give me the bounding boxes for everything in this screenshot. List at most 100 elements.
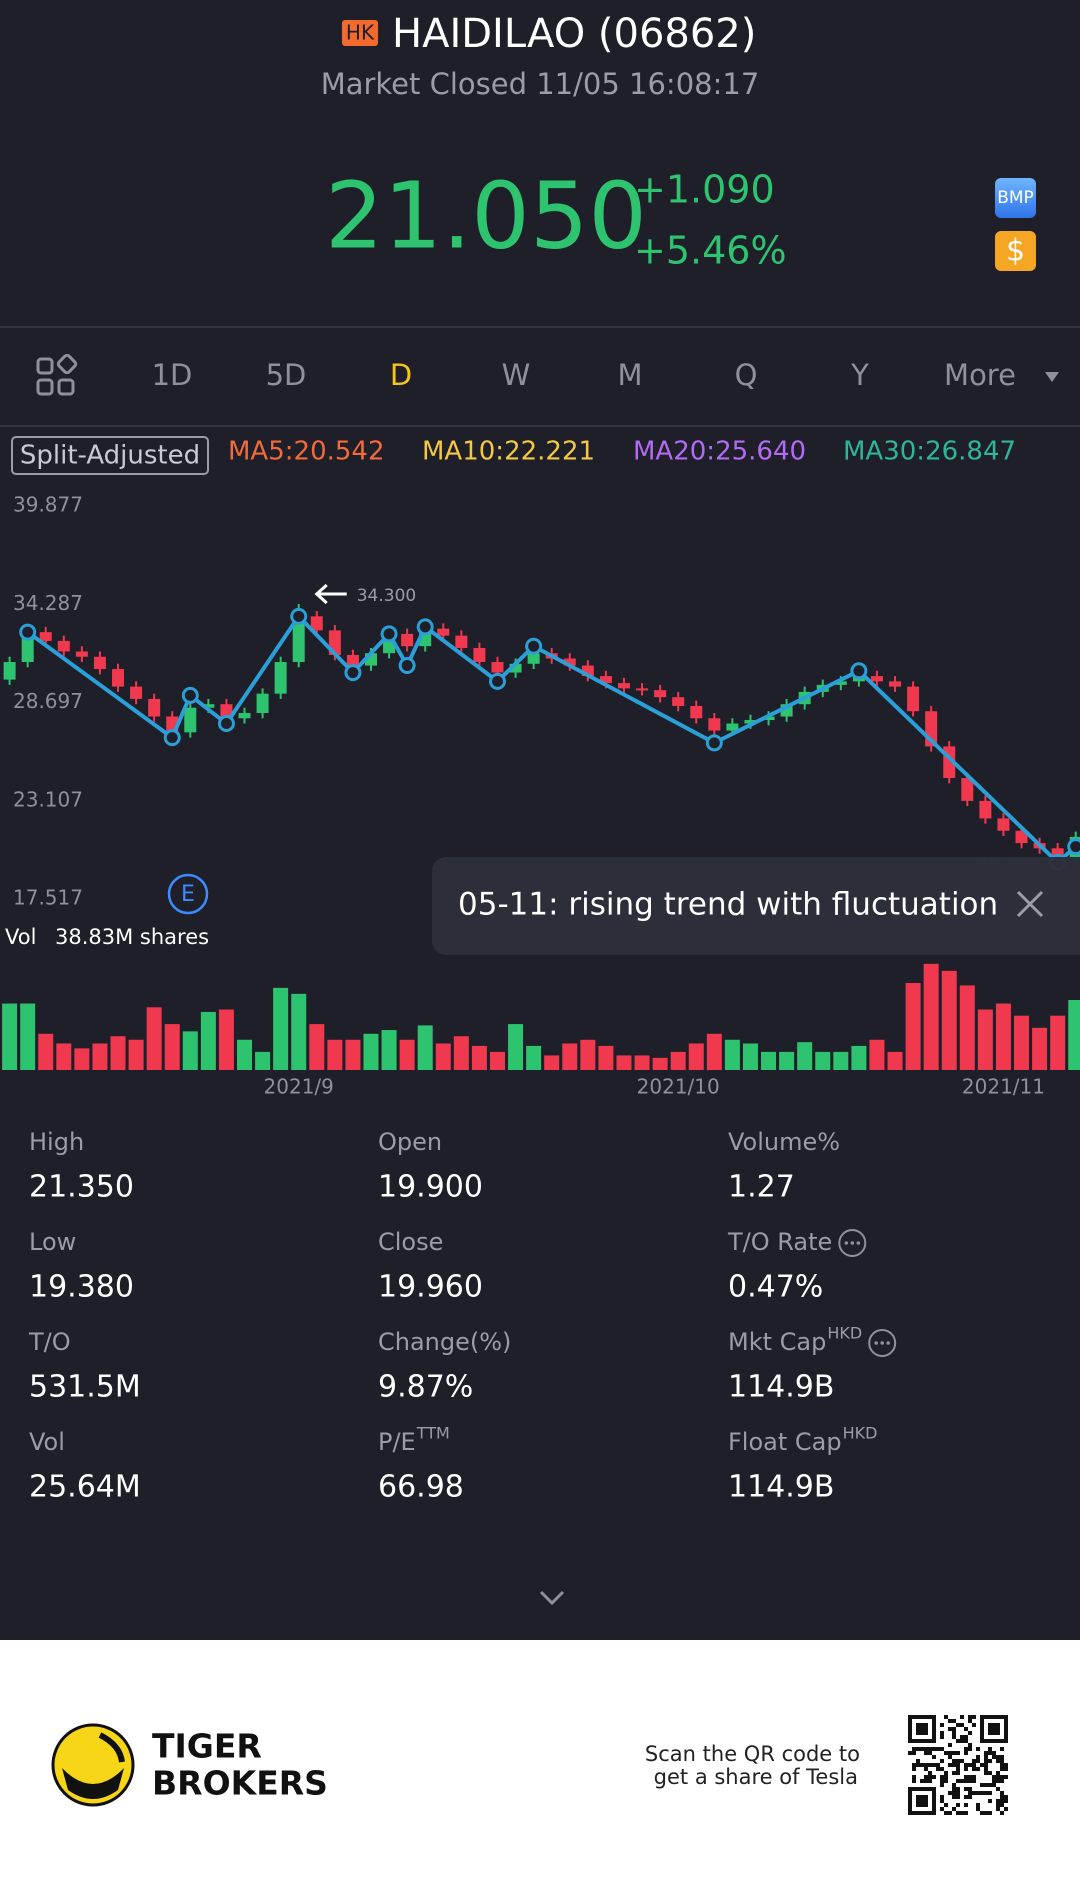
qr-module — [984, 1751, 988, 1755]
last-price: 21.050 — [325, 162, 647, 269]
qr-module — [1004, 1795, 1008, 1799]
candle-body — [870, 676, 883, 682]
expand-chevron[interactable] — [539, 1590, 565, 1606]
brand-name: BROKERS — [152, 1764, 328, 1803]
stat-label: Volume% — [728, 1128, 840, 1156]
volume-bar — [237, 1039, 253, 1070]
qr-module — [996, 1799, 1000, 1803]
dollar-icon[interactable] — [995, 231, 1036, 271]
qr-module — [968, 1731, 972, 1735]
period-tab[interactable]: 1D — [152, 358, 193, 392]
y-tick-label: 17.517 — [13, 886, 83, 910]
qr-module — [944, 1779, 948, 1783]
period-tab[interactable]: 5D — [266, 358, 307, 392]
candle-body — [509, 663, 522, 673]
volume-bar — [1050, 1015, 1066, 1070]
volume-bar — [146, 1007, 162, 1070]
candle-body — [581, 665, 594, 677]
more-arrow[interactable] — [1045, 372, 1059, 382]
qr-module — [964, 1739, 968, 1743]
candle-body — [57, 640, 70, 652]
volume-bar — [833, 1051, 849, 1070]
y-tick-label: 23.107 — [13, 787, 83, 811]
trend-point — [344, 664, 362, 682]
period-tab[interactable]: W — [502, 358, 531, 392]
qr-module — [940, 1775, 944, 1779]
qr-module — [1000, 1759, 1004, 1763]
footer-bg — [0, 1640, 1080, 1890]
qr-module — [1004, 1763, 1008, 1767]
qr-module — [928, 1771, 932, 1775]
qr-module — [964, 1767, 968, 1771]
qr-module — [948, 1751, 952, 1755]
qr-module — [972, 1767, 976, 1771]
volume-bar — [544, 1055, 560, 1070]
qr-module — [952, 1787, 956, 1791]
event-marker[interactable] — [167, 873, 209, 915]
volume-bar — [38, 1033, 54, 1070]
candle-body — [744, 720, 757, 724]
period-tab[interactable]: More — [944, 358, 1016, 392]
volume-bar — [634, 1055, 650, 1070]
adjust-box[interactable] — [11, 436, 209, 475]
candle-body — [455, 635, 468, 648]
qr-module — [948, 1755, 952, 1759]
qr-module — [996, 1787, 1000, 1791]
qr-module — [956, 1795, 960, 1799]
qr-module — [936, 1747, 940, 1751]
market-status: Market Closed 11/05 16:08:17 — [321, 67, 760, 101]
volume-bar — [435, 1043, 451, 1070]
volume-bar — [110, 1036, 126, 1070]
info-icon[interactable] — [868, 1329, 897, 1357]
qr-module — [944, 1811, 948, 1815]
tooltip-close[interactable] — [1016, 890, 1044, 918]
qr-finder — [916, 1723, 928, 1735]
qr-module — [932, 1755, 936, 1759]
candle-body — [75, 651, 88, 657]
candle-body — [93, 656, 106, 670]
qr-module — [968, 1719, 972, 1723]
qr-finder — [916, 1795, 928, 1807]
layout-icon[interactable] — [36, 353, 78, 396]
candle-body — [274, 662, 287, 694]
period-tab[interactable]: D — [390, 358, 412, 392]
qr-module — [944, 1775, 948, 1779]
qr-module — [976, 1791, 980, 1795]
qr-module — [984, 1767, 988, 1771]
volume-bar — [1068, 1000, 1080, 1070]
qr-module — [940, 1731, 944, 1735]
qr-module — [960, 1723, 964, 1727]
info-icon-dot — [880, 1341, 884, 1345]
qr-module — [988, 1791, 992, 1795]
price-change-pct: +5.46% — [634, 229, 787, 273]
stat-label-sup: HKD — [827, 1324, 862, 1343]
period-tab[interactable]: Q — [735, 358, 758, 392]
market-badge-text: HK — [346, 21, 375, 45]
period-tab[interactable]: M — [617, 358, 642, 392]
qr-module — [948, 1727, 952, 1731]
qr-module — [1004, 1775, 1008, 1779]
qr-module — [992, 1755, 996, 1759]
qr-module — [968, 1779, 972, 1783]
candle-body — [708, 718, 721, 731]
period-tab[interactable]: Y — [850, 358, 869, 392]
qr-module — [956, 1771, 960, 1775]
info-icon-dot — [850, 1241, 855, 1245]
info-icon[interactable] — [838, 1229, 867, 1257]
candle-body — [202, 704, 215, 708]
candle-body — [112, 669, 125, 687]
qr-module — [996, 1775, 1000, 1779]
info-icon-dot — [886, 1341, 890, 1345]
bmp-icon[interactable] — [995, 178, 1036, 218]
volume-bar — [345, 1039, 361, 1070]
candle-body — [401, 633, 414, 647]
qr-module — [912, 1747, 916, 1751]
qr-module — [1000, 1767, 1004, 1771]
candle-body — [527, 653, 540, 664]
stat-label: T/O Rate — [727, 1228, 832, 1256]
qr-module — [968, 1715, 972, 1719]
qr-module — [964, 1775, 968, 1779]
qr-module — [936, 1767, 940, 1771]
volume-bar — [598, 1045, 614, 1070]
